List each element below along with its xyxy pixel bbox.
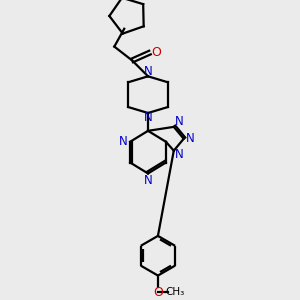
Text: N: N [144,111,152,124]
Text: CH₃: CH₃ [165,287,184,297]
Text: O: O [151,46,161,59]
Text: N: N [144,174,152,187]
Text: N: N [176,116,184,128]
Text: N: N [186,132,195,145]
Text: N: N [176,148,184,161]
Text: O: O [153,286,163,299]
Text: N: N [144,65,152,78]
Text: N: N [119,135,128,148]
